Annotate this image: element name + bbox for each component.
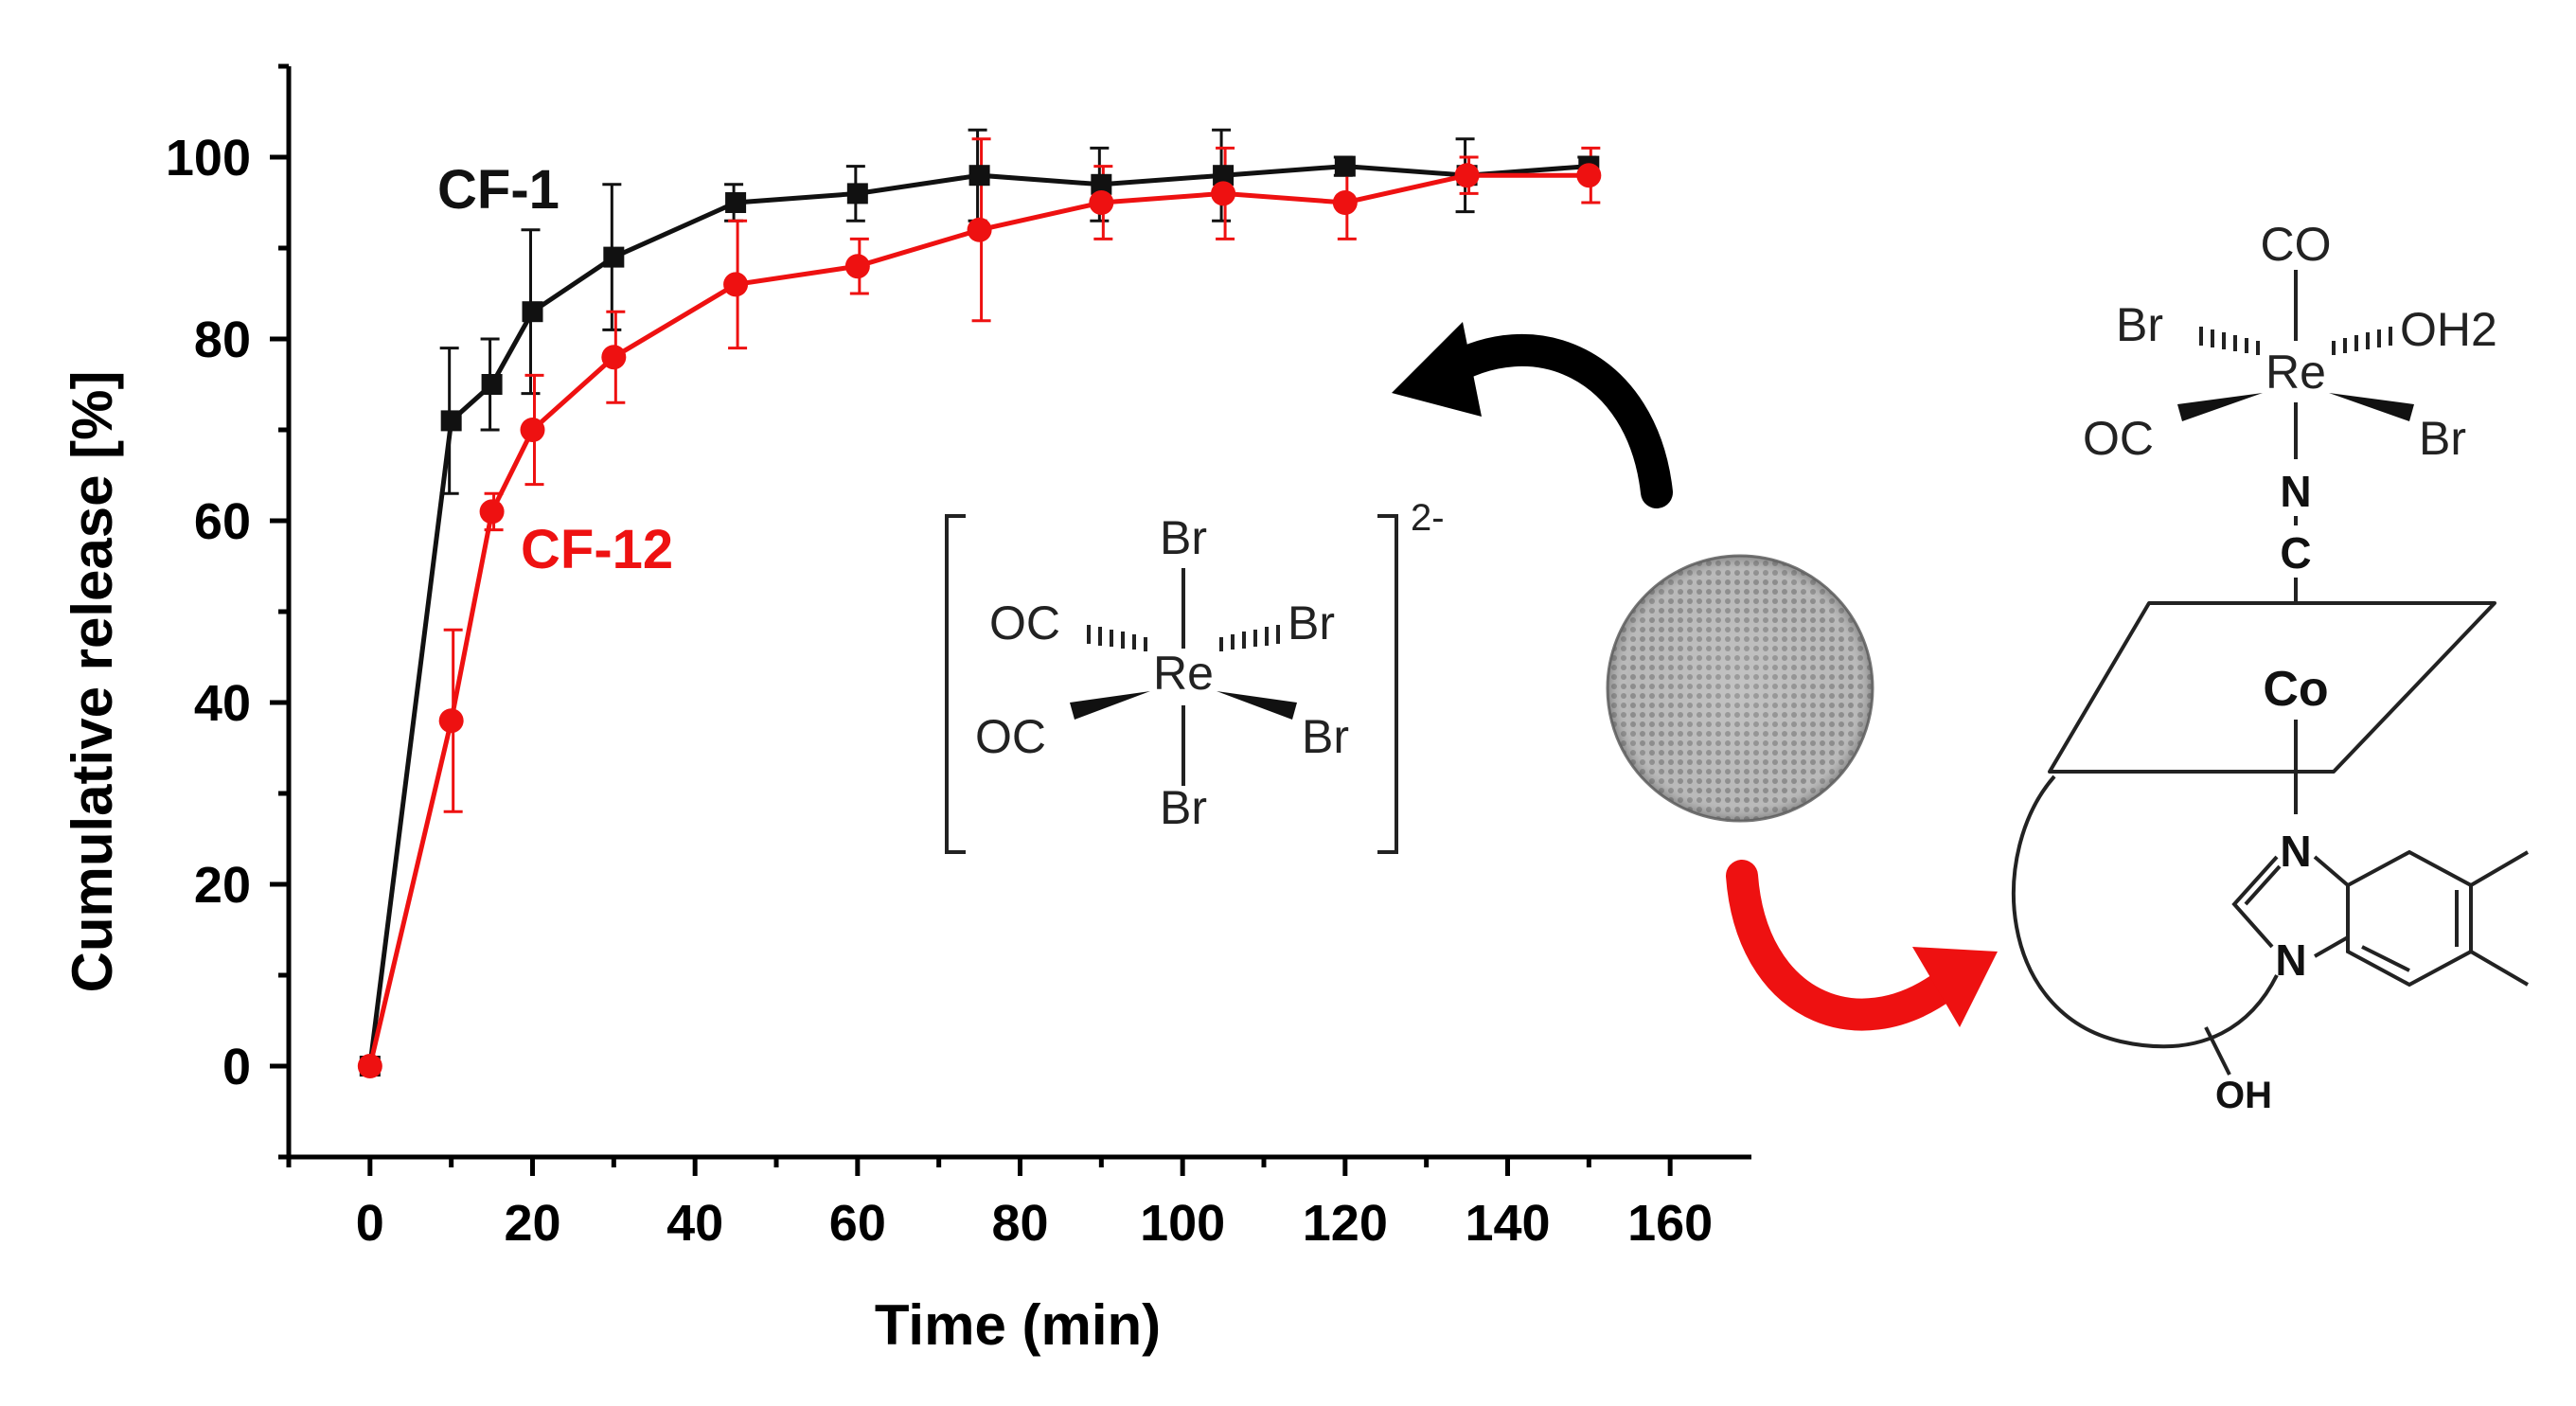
- x-ticks: 0 20 40 60 80 100 120 140 160: [286, 1157, 1713, 1252]
- fw-atom-oh: OH: [2215, 1075, 2272, 1116]
- series-line-cf-12: [367, 172, 1590, 1067]
- data-point: [967, 217, 992, 242]
- data-point: [1576, 163, 1602, 188]
- fw-atom-oh2: OH2: [2400, 303, 2497, 356]
- fw-atom-br-right: Br: [2419, 412, 2466, 465]
- left-bracket: [945, 514, 966, 854]
- y-tick-label: 80: [194, 311, 251, 368]
- y-tick-label: 60: [194, 493, 251, 550]
- y-tick-label: 0: [222, 1039, 251, 1095]
- arrow-black: [1392, 322, 1673, 508]
- arrow-red: [1726, 860, 1998, 1031]
- data-point: [357, 1054, 382, 1078]
- fw-atom-oc: OC: [2083, 412, 2154, 465]
- right-bracket: [1377, 514, 1398, 854]
- data-point: [440, 410, 462, 432]
- anion-atom-br-upper-right: Br: [1288, 596, 1335, 650]
- data-point: [846, 183, 868, 205]
- series-line-cf-1: [367, 164, 1590, 1067]
- wedge-bond-lower-right: [1217, 691, 1297, 720]
- y-tick-label: 20: [194, 857, 251, 914]
- fw-atom-n-upper: N: [2280, 827, 2311, 876]
- anion-atom-oc-lower-left: OC: [975, 710, 1046, 763]
- x-tick-label: 100: [1140, 1195, 1225, 1252]
- fw-wedge-right: [2329, 393, 2414, 421]
- data-point: [520, 418, 545, 442]
- rhenium-anion-structure: 2- Re Br Br Br Br OC OC: [945, 497, 1445, 854]
- fw-methyl-top: [2469, 850, 2530, 887]
- x-tick-label: 160: [1627, 1195, 1713, 1252]
- hashed-bond-upper-right: [1219, 625, 1280, 651]
- x-tick-label: 80: [991, 1195, 1048, 1252]
- fw-atom-co: CO: [2261, 218, 2332, 271]
- series-markers: [357, 155, 1602, 1078]
- x-tick-label: 120: [1303, 1195, 1388, 1252]
- data-point: [968, 165, 990, 187]
- fw-atom-br-left: Br: [2116, 298, 2163, 351]
- fw-hashed-bond-left: [2199, 327, 2260, 355]
- x-tick-label: 20: [504, 1195, 560, 1252]
- data-point: [1454, 163, 1480, 188]
- fw-atom-co-metal: Co: [2263, 662, 2328, 717]
- data-point: [522, 301, 543, 323]
- particle-image: [1606, 554, 1874, 823]
- data-point: [603, 246, 625, 268]
- series-label-cf-1: CF-1: [437, 159, 560, 221]
- fw-atom-c: C: [2280, 528, 2311, 578]
- anion-charge: 2-: [1411, 497, 1445, 539]
- wedge-bond-lower-left: [1070, 691, 1150, 720]
- fw-loop: [2012, 774, 2279, 1049]
- data-point: [1334, 155, 1356, 177]
- hashed-bond-upper-left: [1087, 625, 1147, 651]
- data-point: [479, 499, 505, 525]
- anion-atom-br-bottom: Br: [1160, 781, 1207, 834]
- y-tick-label: 40: [194, 675, 251, 732]
- series-label-cf-12: CF-12: [521, 519, 673, 580]
- framework-structure: CO Br OH2 Re OC Br N C Co N N OH: [2012, 218, 2530, 1116]
- x-tick-label: 40: [666, 1195, 723, 1252]
- data-point: [725, 192, 747, 213]
- data-point: [438, 708, 464, 734]
- x-tick-label: 140: [1465, 1195, 1550, 1252]
- anion-atom-re: Re: [1153, 647, 1214, 700]
- fw-atom-re: Re: [2265, 346, 2326, 399]
- anion-atom-br-top: Br: [1160, 511, 1207, 564]
- release-chart: 0 20 40 60 80 100 120 140 160 0 20 40 60 80 100 Time …: [61, 63, 1751, 1357]
- fw-hashed-bond-right: [2332, 327, 2392, 355]
- fw-atom-n-lower: N: [2275, 935, 2306, 985]
- anion-atom-oc-upper-left: OC: [989, 596, 1060, 650]
- fw-bond-oh: [2204, 1026, 2231, 1076]
- series-lines: [367, 164, 1590, 1067]
- data-point: [1211, 181, 1236, 206]
- data-point: [723, 272, 749, 297]
- x-axis-title: Time (min): [875, 1293, 1161, 1357]
- fw-atom-n-top: N: [2280, 467, 2311, 516]
- y-axis-title: Cumulative release [%]: [61, 371, 124, 993]
- y-ticks: 0 20 40 60 80 100: [166, 63, 289, 1160]
- data-point: [601, 345, 627, 370]
- fw-wedge-left: [2177, 393, 2263, 421]
- fw-metal-plane: [2048, 601, 2496, 774]
- data-point: [1213, 165, 1235, 187]
- x-tick-label: 0: [356, 1195, 384, 1252]
- fw-benzene-ring: [2346, 849, 2473, 988]
- y-tick-label: 100: [166, 130, 251, 187]
- data-point: [844, 254, 870, 279]
- data-point: [1091, 173, 1112, 195]
- anion-atom-br-lower-right: Br: [1302, 710, 1349, 763]
- data-point: [1332, 190, 1358, 215]
- data-point: [1089, 190, 1114, 215]
- x-tick-label: 60: [829, 1195, 886, 1252]
- data-point: [481, 374, 503, 395]
- fw-methyl-bottom: [2469, 950, 2530, 987]
